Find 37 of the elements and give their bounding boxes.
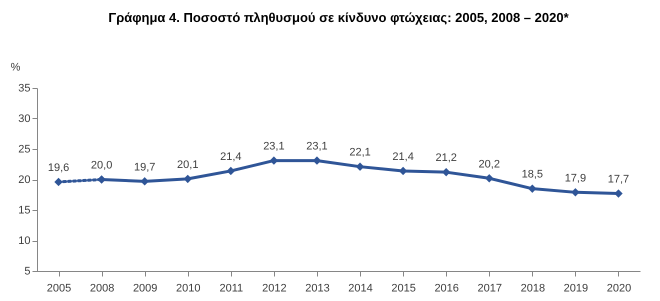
y-tick-label: 25 bbox=[18, 144, 30, 156]
x-tick-label: 2015 bbox=[391, 282, 416, 294]
data-label: 19,6 bbox=[48, 162, 70, 174]
chart-title: Γράφημα 4. Ποσοστό πληθυσμού σε κίνδυνο φτώχειας: 2005, 2008 – 2020* bbox=[108, 10, 570, 25]
y-tick-label: 20 bbox=[18, 174, 30, 186]
y-axis-title: % bbox=[10, 62, 21, 74]
data-label: 20,1 bbox=[177, 158, 198, 171]
x-tick-label: 2018 bbox=[520, 282, 546, 294]
y-tick-label: 15 bbox=[18, 204, 30, 216]
x-tick-label: 2019 bbox=[564, 282, 588, 294]
data-label: 21,2 bbox=[435, 152, 457, 164]
x-tick-label: 2016 bbox=[434, 282, 459, 294]
data-label: 21,4 bbox=[220, 150, 242, 163]
y-tick-label: 5 bbox=[24, 266, 30, 278]
y-tick-label: 30 bbox=[18, 113, 30, 125]
data-label: 20,0 bbox=[90, 160, 112, 172]
x-tick-label: 2017 bbox=[478, 282, 502, 294]
data-label: 19,7 bbox=[134, 161, 156, 174]
x-tick-label: 2010 bbox=[176, 282, 200, 294]
data-label: 20,2 bbox=[478, 158, 500, 170]
x-tick-label: 2012 bbox=[262, 282, 287, 294]
data-label: 17,7 bbox=[608, 174, 630, 186]
x-tick-label: 2011 bbox=[219, 282, 244, 294]
y-tick-label: 35 bbox=[18, 82, 30, 94]
data-label: 23,1 bbox=[306, 140, 328, 153]
data-label: 23,1 bbox=[263, 140, 285, 153]
y-tick-label: 10 bbox=[18, 235, 30, 247]
data-label: 17,9 bbox=[564, 172, 586, 184]
x-tick-label: 2008 bbox=[90, 282, 114, 294]
x-tick-label: 2014 bbox=[348, 282, 373, 294]
data-label: 21,4 bbox=[392, 150, 414, 163]
x-tick-label: 2009 bbox=[132, 282, 158, 294]
x-tick-label: 2020 bbox=[606, 282, 632, 294]
x-tick-label: 2013 bbox=[305, 282, 330, 294]
x-tick-label: 2005 bbox=[46, 282, 72, 294]
data-label: 18,5 bbox=[522, 168, 544, 181]
data-label: 22,1 bbox=[349, 146, 371, 159]
